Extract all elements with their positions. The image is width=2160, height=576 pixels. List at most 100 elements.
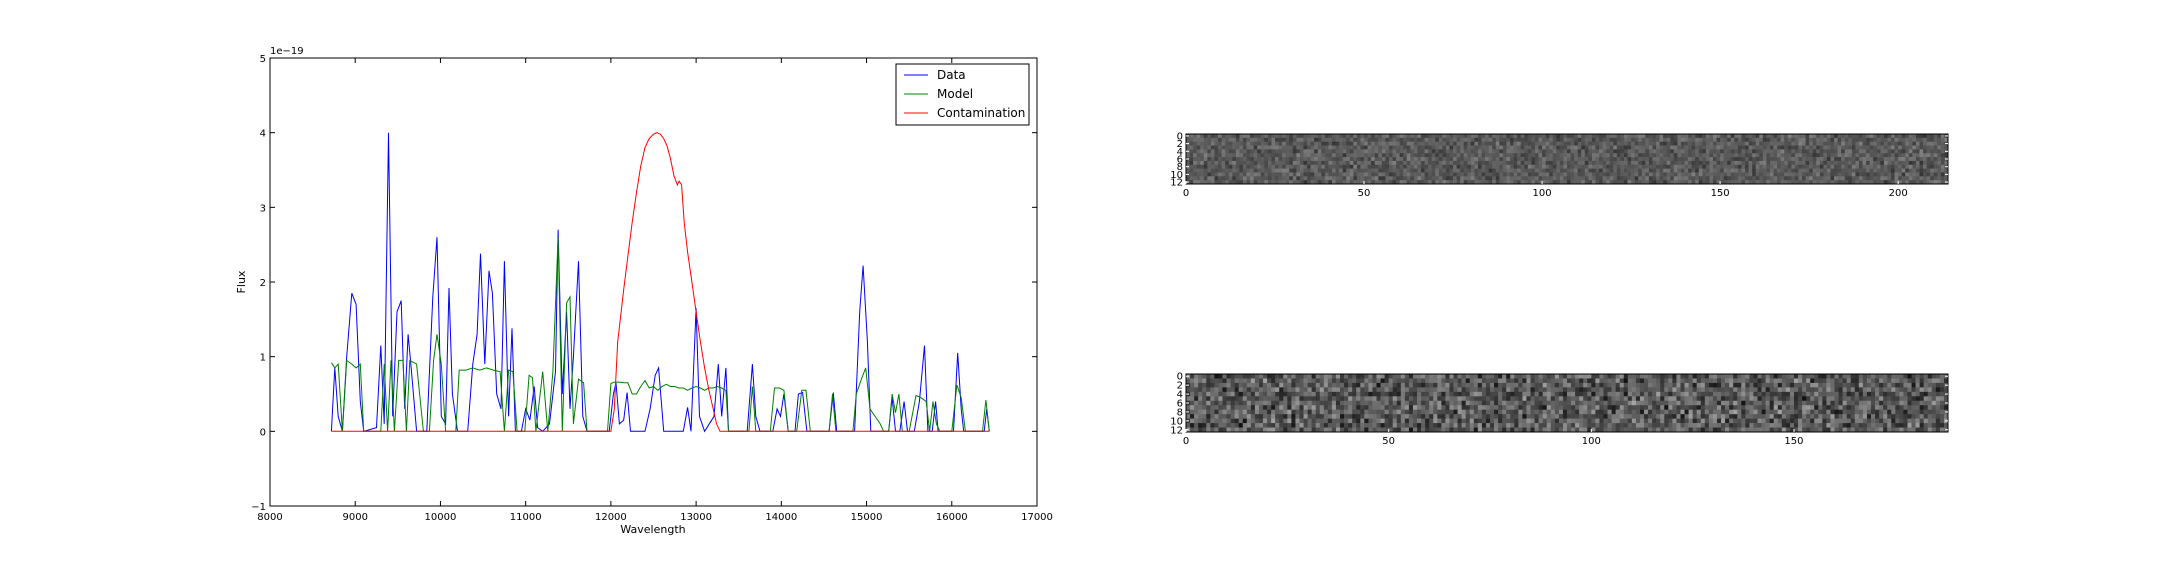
heatmap-cell [1595,149,1600,154]
heatmap-cell [1883,153,1888,158]
heatmap-cell [1729,418,1734,424]
heatmap-cell [1376,418,1381,424]
heatmap-cell [1408,414,1414,419]
heatmap-cell [1869,172,1874,177]
heatmap-cell [1408,391,1414,397]
heatmap-cell [1716,387,1722,393]
heatmap-cell [1465,418,1471,424]
heatmap-cell [1935,387,1941,393]
heatmap-cell [1716,391,1722,397]
heatmap-cell [1571,418,1576,424]
heatmap-cell [1356,180,1361,185]
heatmap-cell [1542,409,1548,415]
heatmap-cell [1769,405,1775,411]
heatmap-cell [1554,391,1560,397]
heatmap-cell [1367,149,1372,154]
heatmap-cell [1723,180,1728,185]
heatmap-cell [1639,391,1645,397]
heatmap-cell [1854,391,1860,397]
heatmap-cell [1937,134,1942,139]
heatmap-cell [1668,382,1673,388]
heatmap-cell [1755,141,1760,146]
heatmap-cell [1899,418,1904,424]
heatmap-cell [1285,145,1290,150]
heatmap-cell [1417,168,1422,173]
heatmap-cell [1431,160,1436,166]
heatmap-cell [1531,134,1536,139]
heatmap-cell [1712,157,1717,162]
heatmap-cell [1634,180,1639,185]
heatmap-cell [1210,176,1215,181]
heatmap-cell [1858,134,1863,139]
heatmap-cell [1378,164,1383,169]
heatmap-cell [1898,176,1903,181]
heatmap-cell [1534,374,1539,379]
heatmap-cell [1346,137,1351,143]
heatmap-cell [1848,164,1853,169]
heatmap-cell [1613,137,1618,143]
heatmap-cell [1473,405,1479,411]
heatmap-cell [1648,418,1653,424]
heatmap-cell [1789,414,1795,419]
heatmap-cell [1530,382,1535,388]
heatmap-cell [1895,391,1900,397]
heatmap-cell [1648,176,1653,181]
heatmap-cell [1465,374,1471,379]
heatmap-cell [1257,153,1262,158]
heatmap-cell [1470,145,1475,150]
heatmap-cell [1787,157,1792,162]
heatmap-cell [1577,160,1582,166]
heatmap-cell [1869,180,1874,185]
heatmap-cell [1663,145,1668,150]
heatmap-cell [1437,418,1442,424]
heatmap-cell [1552,157,1557,162]
heatmap-cell [1846,418,1852,424]
heatmap-cell [1437,387,1442,393]
heatmap-cell [1712,168,1717,173]
heatmap-cell [1221,149,1226,154]
heatmap-cell [1599,414,1604,419]
heatmap-cell [1695,160,1700,166]
heatmap-cell [1798,172,1803,177]
heatmap-cell [1214,172,1219,177]
heatmap-cell [1773,387,1779,393]
heatmap-cell [1733,391,1738,397]
heatmap-cell [1460,172,1465,177]
heatmap-cell [1716,414,1722,419]
heatmap-cell [1866,176,1871,181]
heatmap-cell [1250,160,1254,166]
heatmap-cell [1549,168,1554,173]
heatmap-cell [1627,405,1633,411]
heatmap-cell [1235,149,1240,154]
heatmap-cell [1883,134,1888,139]
heatmap-cell [1238,374,1244,379]
heatmap-cell [1933,160,1938,166]
heatmap-cell [1607,405,1612,411]
heatmap-cell [1944,168,1949,173]
heatmap-cell [1392,157,1397,162]
heatmap-cell [1858,149,1863,154]
heatmap-cell [1704,414,1710,419]
heatmap-cell [1344,387,1349,393]
heatmap-cell [1404,391,1410,397]
heatmap-cell [1748,149,1753,154]
heatmap-cell [1445,400,1450,406]
heatmap-cell [1862,145,1867,150]
heatmap-cell [1481,172,1486,177]
heatmap-cell [1785,409,1791,415]
heatmap-cell [1287,382,1292,388]
heatmap-cell [1473,374,1479,379]
heatmap-cell [1441,391,1446,397]
heatmap-cell [1875,374,1880,379]
heatmap-cell [1445,409,1450,415]
heatmap-cell [1242,423,1248,428]
heatmap-cell [1267,374,1272,379]
heatmap-cell [1445,157,1450,162]
heatmap-cell [1641,137,1646,143]
heatmap-cell [1599,134,1603,139]
heatmap-cell [1680,374,1685,379]
heatmap-cell [1449,160,1454,166]
heatmap-cell [1855,176,1860,181]
heatmap-cell [1769,418,1775,424]
heatmap-cell [1577,137,1582,143]
